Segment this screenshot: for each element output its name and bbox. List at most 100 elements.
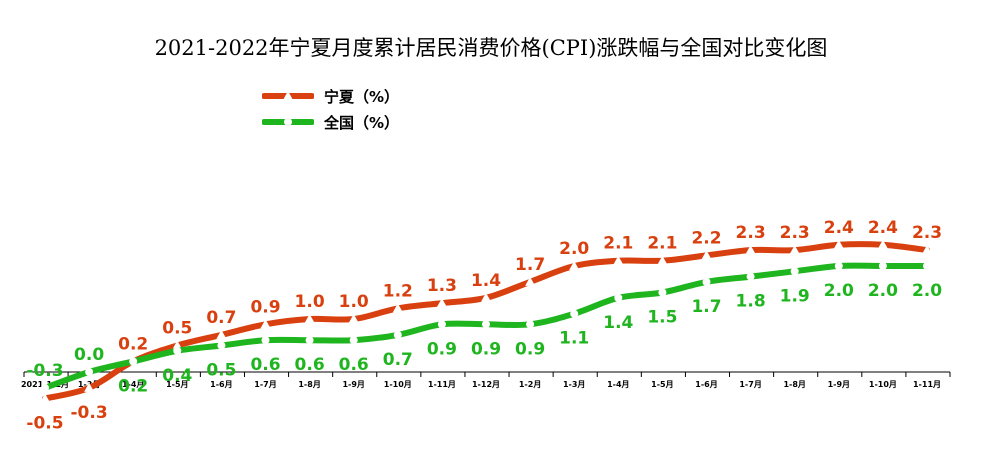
x-tick-label: 1-12月 [472, 380, 500, 389]
point-national [923, 262, 931, 270]
data-label-ningxia: 0.2 [118, 334, 148, 354]
data-label-national: 2.0 [868, 281, 898, 301]
point-ningxia [481, 292, 491, 302]
data-label-national: 1.4 [603, 313, 633, 333]
data-label-national: 1.9 [780, 286, 810, 306]
data-label-national: 1.8 [736, 292, 766, 312]
data-label-national: 0.7 [383, 350, 413, 370]
data-label-ningxia: 2.2 [691, 228, 721, 248]
point-national [834, 262, 843, 270]
data-label-ningxia: 2.3 [736, 223, 766, 243]
data-label-national: 1.1 [559, 329, 589, 349]
data-label-ningxia: 2.4 [824, 218, 854, 238]
x-tick-label: 1-5月 [166, 380, 188, 389]
point-national [526, 320, 535, 329]
point-ningxia [877, 239, 888, 249]
point-ningxia [304, 314, 315, 323]
x-tick-label: 1-7月 [739, 380, 761, 389]
data-label-national: 0.4 [162, 366, 192, 386]
data-label-ningxia: 1.0 [339, 292, 369, 312]
point-ningxia [84, 382, 95, 392]
data-label-ningxia: -0.5 [26, 414, 63, 434]
x-tick-label: 1-11月 [428, 380, 456, 389]
x-tick-label: 1-4月 [122, 380, 144, 389]
point-ningxia [392, 303, 403, 313]
point-national [85, 368, 94, 376]
x-tick-label: 1-3月 [563, 380, 585, 389]
point-ningxia [922, 245, 932, 255]
x-tick-label: 1-8月 [298, 380, 320, 389]
x-tick-label: 1-2月 [519, 380, 541, 389]
data-label-ningxia: 1.2 [383, 281, 413, 301]
point-national [129, 357, 138, 366]
x-tick-label: 1-8月 [783, 380, 805, 389]
point-ningxia [789, 245, 800, 255]
data-label-ningxia: 2.0 [559, 239, 589, 259]
x-tick-label: 1-6月 [210, 380, 232, 389]
point-ningxia [701, 250, 712, 260]
point-national [437, 320, 446, 329]
point-national [393, 330, 402, 339]
point-national [261, 336, 270, 345]
legend-swatch-national [262, 118, 314, 126]
point-national [746, 272, 755, 281]
legend-label-national: 全国（%） [324, 113, 400, 132]
data-label-national: 2.0 [824, 281, 854, 301]
point-ningxia [436, 298, 447, 308]
point-ningxia [525, 276, 536, 286]
x-tick-label: 1-6月 [695, 380, 717, 389]
point-ningxia [745, 245, 756, 255]
point-national [217, 341, 226, 350]
point-ningxia [348, 314, 359, 323]
point-ningxia [833, 239, 844, 249]
point-national [790, 267, 799, 276]
point-national [173, 346, 182, 355]
data-label-national: 0.6 [339, 355, 369, 375]
point-ningxia [260, 319, 271, 329]
legend-item-ningxia: 宁夏（%） [262, 84, 399, 108]
legend: 宁夏（%） 全国（%） [262, 84, 399, 136]
x-tick-label: 1-11月 [913, 380, 941, 389]
x-tick-label: 1-5月 [651, 380, 673, 389]
data-label-ningxia: 1.3 [427, 276, 457, 296]
point-ningxia [40, 393, 50, 403]
data-label-national: 2.0 [912, 281, 942, 301]
point-national [658, 288, 667, 297]
data-label-ningxia: 0.9 [250, 297, 280, 317]
data-label-ningxia: 1.7 [515, 255, 545, 275]
point-ningxia [569, 261, 580, 270]
data-label-national: 0.5 [206, 361, 236, 381]
data-label-national: 0.6 [295, 355, 325, 375]
data-label-ningxia: 2.1 [647, 234, 677, 254]
x-tick-label: 1-7月 [254, 380, 276, 389]
data-label-national: 0.9 [471, 339, 501, 359]
point-national [305, 336, 314, 345]
data-label-national: 0.9 [427, 339, 457, 359]
data-label-ningxia: 1.4 [471, 271, 501, 291]
point-national [878, 262, 887, 270]
data-label-ningxia: 2.4 [868, 218, 898, 238]
point-national [482, 320, 490, 329]
x-tick-label: 1-10月 [869, 380, 897, 389]
data-label-national: 1.7 [691, 297, 721, 317]
x-tick-label: 1-10月 [384, 380, 412, 389]
chart-title: 2021-2022年宁夏月度累计居民消费价格(CPI)涨跌幅与全国对比变化图 [154, 36, 828, 60]
data-label-ningxia: 0.5 [162, 319, 192, 339]
point-national [570, 309, 579, 318]
data-label-ningxia: 2.1 [603, 234, 633, 254]
legend-label-ningxia: 宁夏（%） [324, 87, 400, 106]
point-national [41, 383, 49, 392]
point-ningxia [657, 255, 668, 265]
point-ningxia [613, 255, 624, 265]
data-label-national: 1.5 [647, 308, 677, 328]
point-national [614, 293, 623, 302]
data-label-ningxia: 0.7 [206, 308, 236, 328]
data-label-ningxia: 2.3 [912, 223, 942, 243]
x-tick-label: 1-4月 [607, 380, 629, 389]
data-label-national: 0.9 [515, 339, 545, 359]
point-ningxia [216, 329, 227, 339]
data-label-ningxia: -0.3 [71, 403, 108, 423]
data-label-national: 0.6 [250, 355, 280, 375]
legend-swatch-ningxia [262, 91, 314, 100]
